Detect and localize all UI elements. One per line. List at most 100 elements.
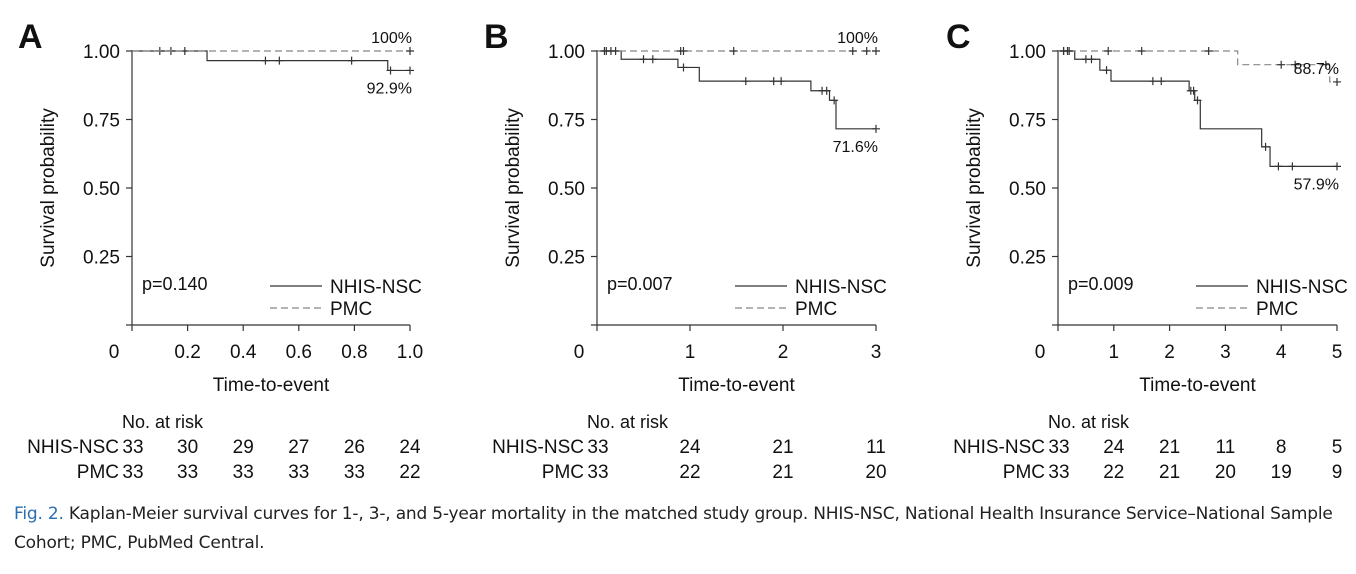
risk-value: 21 [772,437,793,458]
censor-mark [406,47,414,55]
risk-value: 33 [177,462,198,483]
censor-mark [679,47,688,55]
x-axis-label: Time-to-event [1139,375,1256,396]
risk-value: 20 [865,462,886,483]
y-tick-label: 0.25 [83,248,120,269]
risk-value: 20 [1215,462,1236,483]
km-curve-nhis-nsc [132,50,410,72]
risk-value: 33 [122,437,143,458]
risk-value: 33 [587,437,608,458]
censor-mark [729,47,738,55]
y-tick-label: 0.25 [548,248,585,269]
censor-mark [347,56,356,65]
censor-mark [1204,47,1213,55]
risk-value: 22 [679,462,700,483]
risk-value: 21 [1159,437,1180,458]
risk-value: 21 [772,462,793,483]
risk-row-label: NHIS-NSC [953,437,1045,458]
censor-mark [741,77,750,86]
risk-value: 29 [233,437,254,458]
censor-mark [648,55,657,64]
risk-value: 9 [1332,462,1343,483]
censor-mark [1102,66,1111,75]
censor-mark [777,77,786,86]
km-curve-pmc [1058,50,1337,83]
censor-mark [1148,77,1157,86]
end-label: 57.9% [1294,176,1339,193]
censor-mark [1137,47,1146,55]
censor-mark [1291,60,1300,69]
x-tick-label: 0.2 [174,342,200,363]
risk-value: 30 [177,437,198,458]
x-tick-label: 3 [1220,342,1231,363]
risk-value: 33 [122,462,143,483]
risk-table-header: No. at risk [122,412,204,432]
panel-label: B [484,18,509,56]
risk-value: 5 [1332,437,1343,458]
censor-mark [872,124,880,133]
censor-mark [1277,60,1286,69]
censor-mark [1261,142,1270,151]
x-tick-label: 2 [1164,342,1175,363]
risk-value: 33 [1048,462,1069,483]
risk-value: 33 [288,462,309,483]
x-tick-label: 3 [871,342,882,363]
legend-label: NHIS-NSC [330,277,422,298]
censor-mark [848,47,857,55]
censor-mark [862,47,871,55]
censor-mark [1274,162,1283,171]
censor-mark [1321,60,1330,69]
risk-value: 22 [399,462,420,483]
risk-value: 26 [344,437,365,458]
censor-mark [261,56,270,65]
risk-value: 27 [288,437,309,458]
end-label: 92.9% [367,80,412,97]
figure-caption: Fig. 2. Kaplan-Meier survival curves for… [14,500,1344,558]
risk-row-label: PMC [77,462,119,483]
caption-text: Kaplan-Meier survival curves for 1-, 3-,… [14,504,1333,553]
y-tick-label: 1.00 [548,42,585,63]
censor-mark [830,96,839,105]
figure-label: Fig. 2. [14,504,64,524]
risk-value: 19 [1271,462,1292,483]
risk-value: 33 [587,462,608,483]
risk-row-label: PMC [542,462,584,483]
risk-value: 33 [1048,437,1069,458]
x-tick-label: 0 [1035,342,1046,363]
censor-mark [679,63,688,72]
x-tick-label: 1.0 [397,342,423,363]
risk-value: 21 [1159,462,1180,483]
risk-value: 24 [399,437,421,458]
censor-mark [1104,47,1113,55]
p-value: p=0.009 [1068,274,1134,294]
x-axis-label: Time-to-event [213,375,330,396]
risk-value: 24 [679,437,701,458]
legend-label: NHIS-NSC [1256,277,1348,298]
y-axis-label: Survival probability [503,108,524,268]
y-tick-label: 0.75 [548,111,585,132]
y-tick-label: 0.50 [83,179,120,200]
y-tick-label: 0.75 [83,111,120,132]
panel-b: B 1.00 0.75 0.50 0.25 0 1 2 3 Time-to-event Surviv… [484,18,887,483]
legend-label: PMC [795,299,837,320]
risk-value: 22 [1103,462,1124,483]
risk-table-header: No. at risk [587,412,669,432]
legend-label: PMC [330,299,372,320]
km-curve-nhis-nsc [597,50,876,130]
panel-label: A [18,18,43,56]
x-tick-label: 1 [1109,342,1120,363]
x-tick-label: 4 [1276,342,1287,363]
y-tick-label: 1.00 [1009,42,1046,63]
x-tick-label: 0 [574,342,585,363]
legend-label: NHIS-NSC [795,277,887,298]
y-tick-label: 0.50 [548,179,585,200]
y-axis-label: Survival probability [964,108,985,268]
p-value: p=0.007 [607,274,673,294]
risk-value: 33 [233,462,254,483]
risk-row-label: NHIS-NSC [27,437,119,458]
censor-mark [1333,77,1341,86]
end-label: 100% [371,30,412,47]
censor-mark [1288,162,1297,171]
y-tick-label: 0.25 [1009,248,1046,269]
